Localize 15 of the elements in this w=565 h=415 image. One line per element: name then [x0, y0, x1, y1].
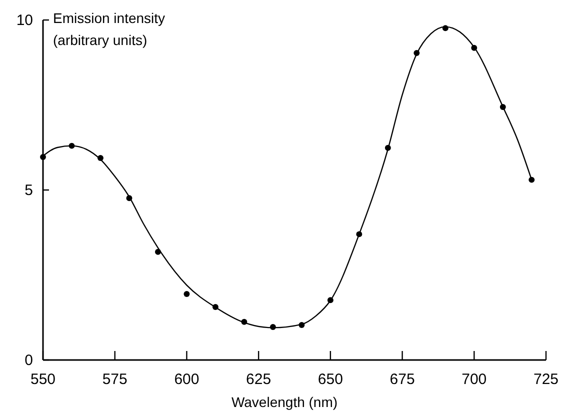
y-axis-title: Emission intensity (arbitrary units) [53, 10, 166, 48]
x-tick-label: 575 [102, 371, 128, 388]
y-tick-label: 10 [16, 12, 33, 29]
x-axis-title: Wavelength (nm) [231, 394, 338, 410]
x-tick-label: 675 [390, 371, 415, 388]
x-tick-label: 725 [533, 371, 559, 388]
x-tick-label: 650 [318, 371, 343, 388]
point [40, 154, 46, 160]
y-tick-label: 0 [24, 352, 33, 369]
point [184, 291, 190, 298]
x-tick-label: 550 [30, 371, 56, 388]
x-tick-label: 625 [246, 371, 272, 388]
y-tick-label: 5 [24, 182, 33, 199]
x-tick-label: 700 [462, 371, 487, 388]
x-tick-label: 600 [174, 371, 200, 388]
